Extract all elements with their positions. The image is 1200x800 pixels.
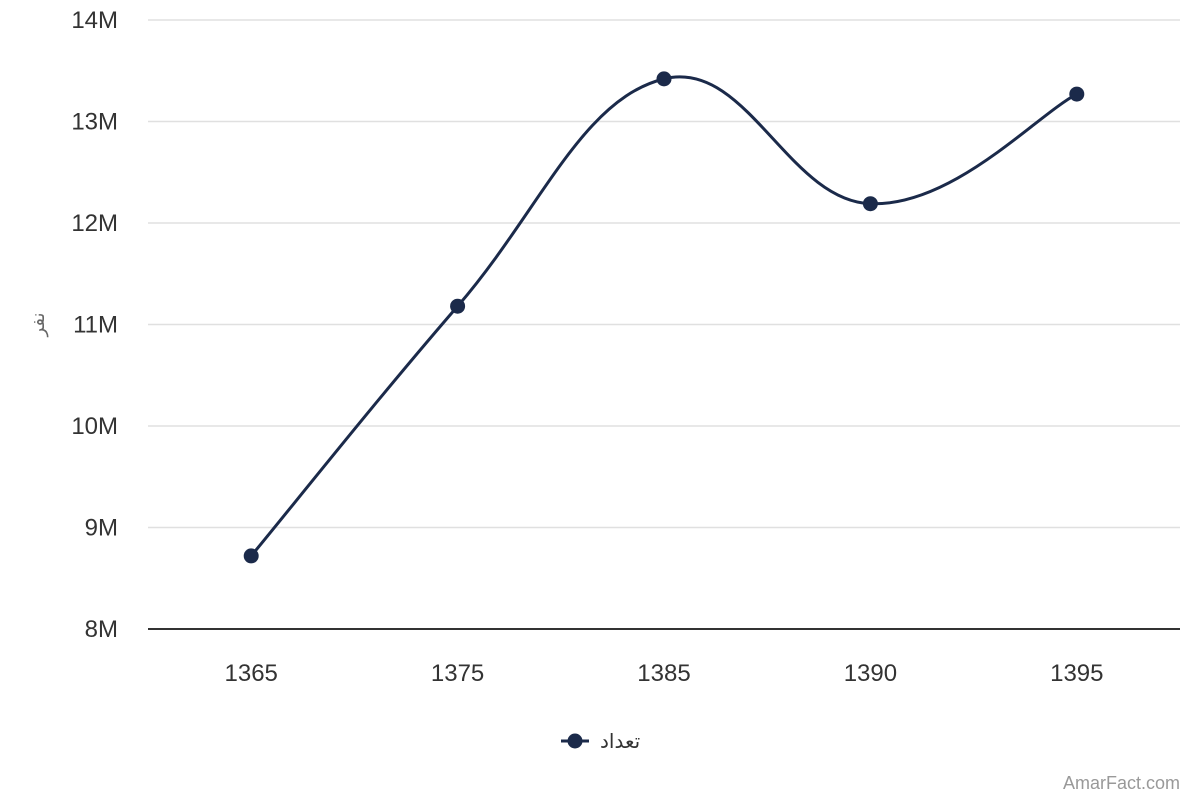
data-point bbox=[1069, 86, 1085, 102]
y-tick-label: 10M bbox=[71, 413, 118, 440]
x-tick-label: 1385 bbox=[637, 660, 690, 687]
legend-label: تعداد bbox=[600, 729, 640, 753]
data-point bbox=[243, 548, 259, 564]
legend-dot-marker bbox=[567, 733, 583, 749]
y-axis-title: نفر bbox=[28, 312, 49, 337]
y-axis-ticks: 8M 9M 10M 11M 12M 13M 14M bbox=[71, 7, 118, 643]
data-point bbox=[862, 196, 878, 212]
x-tick-label: 1390 bbox=[844, 660, 897, 687]
series-layer bbox=[243, 71, 1085, 564]
y-tick-label: 9M bbox=[85, 515, 118, 542]
x-axis-ticks: 1365 1375 1385 1390 1395 bbox=[225, 660, 1104, 687]
y-tick-label: 8M bbox=[85, 616, 118, 643]
x-tick-label: 1375 bbox=[431, 660, 484, 687]
credits-link[interactable]: AmarFact.com bbox=[1062, 773, 1180, 793]
x-tick-label: 1395 bbox=[1050, 660, 1103, 687]
y-tick-label: 14M bbox=[71, 7, 118, 34]
series-line bbox=[250, 75, 1078, 557]
y-tick-label: 13M bbox=[71, 109, 118, 136]
grid-lines bbox=[148, 19, 1180, 529]
y-tick-label: 11M bbox=[73, 312, 118, 339]
data-point bbox=[656, 71, 672, 87]
x-tick-label: 1365 bbox=[225, 660, 278, 687]
data-point bbox=[450, 298, 466, 314]
y-tick-label: 12M bbox=[71, 210, 118, 237]
legend[interactable]: تعداد bbox=[561, 729, 640, 753]
